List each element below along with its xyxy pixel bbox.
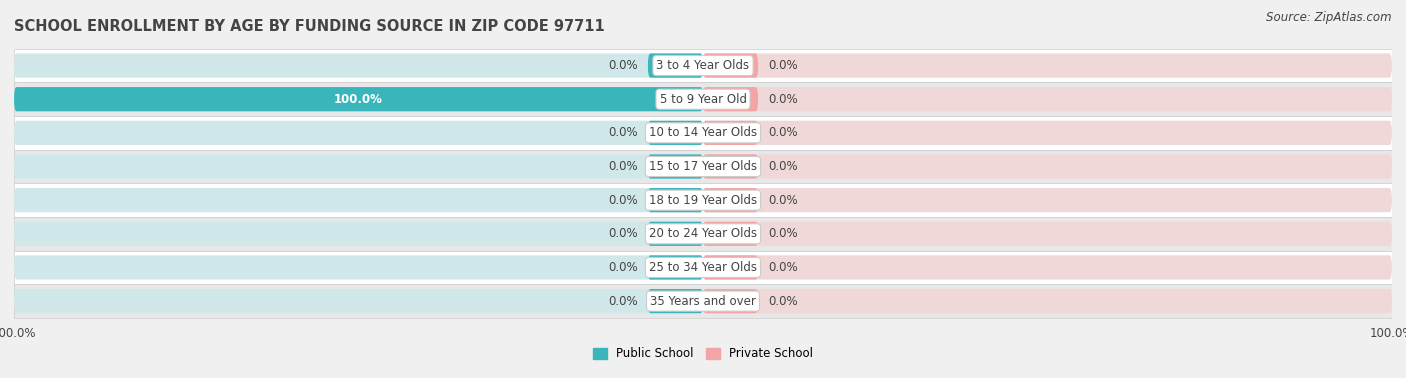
FancyBboxPatch shape	[703, 154, 758, 179]
FancyBboxPatch shape	[648, 53, 703, 77]
FancyBboxPatch shape	[648, 256, 703, 280]
Bar	[14, 150, 1392, 183]
FancyBboxPatch shape	[703, 256, 758, 280]
Text: 20 to 24 Year Olds: 20 to 24 Year Olds	[650, 227, 756, 240]
FancyBboxPatch shape	[703, 188, 1392, 212]
Text: 0.0%: 0.0%	[607, 227, 637, 240]
Text: 0.0%: 0.0%	[607, 194, 637, 207]
Bar	[14, 183, 1392, 217]
FancyBboxPatch shape	[648, 222, 703, 246]
Text: 0.0%: 0.0%	[607, 294, 637, 308]
FancyBboxPatch shape	[14, 87, 703, 111]
Text: 3 to 4 Year Olds: 3 to 4 Year Olds	[657, 59, 749, 72]
Text: 5 to 9 Year Old: 5 to 9 Year Old	[659, 93, 747, 106]
FancyBboxPatch shape	[703, 87, 758, 111]
FancyBboxPatch shape	[648, 154, 703, 179]
FancyBboxPatch shape	[703, 289, 1392, 313]
Bar	[14, 251, 1392, 284]
FancyBboxPatch shape	[14, 87, 703, 111]
Text: 0.0%: 0.0%	[769, 294, 799, 308]
Bar	[14, 82, 1392, 116]
FancyBboxPatch shape	[703, 53, 758, 77]
Text: 0.0%: 0.0%	[769, 194, 799, 207]
Text: SCHOOL ENROLLMENT BY AGE BY FUNDING SOURCE IN ZIP CODE 97711: SCHOOL ENROLLMENT BY AGE BY FUNDING SOUR…	[14, 20, 605, 34]
FancyBboxPatch shape	[648, 121, 703, 145]
Text: 35 Years and over: 35 Years and over	[650, 294, 756, 308]
FancyBboxPatch shape	[703, 53, 1392, 77]
FancyBboxPatch shape	[14, 121, 703, 145]
Text: 0.0%: 0.0%	[607, 126, 637, 139]
FancyBboxPatch shape	[703, 121, 1392, 145]
Text: 0.0%: 0.0%	[769, 160, 799, 173]
FancyBboxPatch shape	[703, 188, 758, 212]
FancyBboxPatch shape	[703, 222, 758, 246]
Legend: Public School, Private School: Public School, Private School	[588, 342, 818, 365]
Text: 0.0%: 0.0%	[607, 261, 637, 274]
Text: Source: ZipAtlas.com: Source: ZipAtlas.com	[1267, 11, 1392, 24]
FancyBboxPatch shape	[14, 188, 703, 212]
Text: 0.0%: 0.0%	[769, 261, 799, 274]
Text: 0.0%: 0.0%	[769, 59, 799, 72]
FancyBboxPatch shape	[648, 289, 703, 313]
FancyBboxPatch shape	[703, 87, 1392, 111]
Text: 18 to 19 Year Olds: 18 to 19 Year Olds	[650, 194, 756, 207]
Text: 0.0%: 0.0%	[607, 59, 637, 72]
Text: 0.0%: 0.0%	[769, 227, 799, 240]
FancyBboxPatch shape	[14, 222, 703, 246]
FancyBboxPatch shape	[14, 154, 703, 179]
Text: 0.0%: 0.0%	[607, 160, 637, 173]
Bar	[14, 116, 1392, 150]
Text: 0.0%: 0.0%	[769, 126, 799, 139]
FancyBboxPatch shape	[703, 154, 1392, 179]
FancyBboxPatch shape	[703, 289, 758, 313]
Bar	[14, 217, 1392, 251]
FancyBboxPatch shape	[703, 256, 1392, 280]
Bar	[14, 284, 1392, 318]
Text: 10 to 14 Year Olds: 10 to 14 Year Olds	[650, 126, 756, 139]
Text: 25 to 34 Year Olds: 25 to 34 Year Olds	[650, 261, 756, 274]
FancyBboxPatch shape	[648, 188, 703, 212]
Text: 100.0%: 100.0%	[335, 93, 382, 106]
FancyBboxPatch shape	[14, 289, 703, 313]
Text: 15 to 17 Year Olds: 15 to 17 Year Olds	[650, 160, 756, 173]
FancyBboxPatch shape	[703, 222, 1392, 246]
Bar	[14, 49, 1392, 82]
FancyBboxPatch shape	[14, 53, 703, 77]
FancyBboxPatch shape	[14, 256, 703, 280]
FancyBboxPatch shape	[703, 121, 758, 145]
Text: 0.0%: 0.0%	[769, 93, 799, 106]
